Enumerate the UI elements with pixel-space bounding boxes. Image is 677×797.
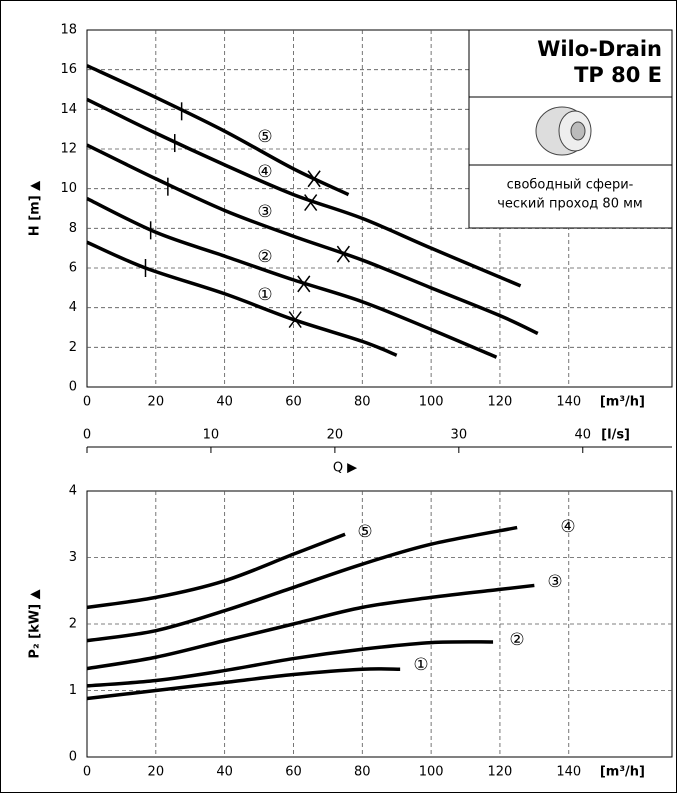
x-tick-label: 40: [216, 395, 233, 410]
operating-max-marker: [336, 245, 350, 263]
x-tick-label: 0: [83, 395, 91, 410]
y-tick-label: 0: [69, 380, 77, 395]
y-tick-label: 3: [69, 550, 77, 565]
x-tick-label: 140: [556, 395, 581, 410]
plots: 0 20 40 60 80 100 120 140024681012141618[m³/h]H…: [28, 23, 673, 780]
x-tick-label: 20: [148, 765, 165, 780]
y-tick-label: 6: [69, 261, 77, 276]
curve-label: ⑤: [257, 127, 272, 147]
operating-max-marker: [297, 275, 311, 293]
x2-tick-label: 0: [83, 428, 91, 443]
curve-label: ①: [257, 285, 272, 305]
x-unit: [m³/h]: [600, 765, 645, 780]
product-title: TP 80 E: [574, 63, 662, 87]
operating-max-marker: [307, 170, 321, 188]
x-tick-label: 20: [148, 395, 165, 410]
x-tick-label: 120: [488, 395, 513, 410]
info-note: ческий проход 80 мм: [497, 197, 642, 212]
y-tick-label: 16: [60, 62, 77, 77]
curve-label: ④: [560, 517, 575, 537]
x-tick-label: 60: [285, 395, 302, 410]
curve-label: ①: [413, 655, 428, 675]
curve: [86, 667, 401, 701]
y-axis-title: H [m] ▲: [28, 181, 43, 236]
curve-label: ⑤: [357, 522, 372, 542]
x-tick-label: 100: [419, 765, 444, 780]
x2-tick-label: 20: [327, 428, 344, 443]
x2-tick-label: 30: [451, 428, 468, 443]
y-tick-label: 18: [60, 23, 77, 38]
x-tick-label: 80: [354, 395, 371, 410]
x-unit: [m³/h]: [600, 395, 645, 410]
x2-unit: [l/s]: [601, 428, 630, 443]
y-tick-label: 0: [69, 750, 77, 765]
curve-label: ④: [257, 162, 272, 182]
impeller-icon: [535, 106, 592, 156]
curve: [86, 143, 539, 336]
operating-max-marker: [288, 311, 302, 329]
info-note: свободный сфери-: [507, 178, 634, 193]
x-tick-label: 0: [83, 765, 91, 780]
y-axis-title: P₂ [kW] ▲: [28, 589, 43, 658]
x-tick-label: 100: [419, 395, 444, 410]
info-box: Wilo-Drain TP 80 E свободный сфери- ческ…: [468, 29, 673, 229]
y-tick-label: 14: [60, 102, 77, 117]
x-tick-label: 140: [556, 765, 581, 780]
curve: [86, 97, 522, 288]
y-tick-label: 12: [60, 142, 77, 157]
curve: [86, 64, 350, 197]
operating-max-marker: [304, 194, 318, 211]
y-tick-label: 2: [69, 617, 77, 632]
curve-label: ②: [257, 247, 272, 267]
x-tick-label: 80: [354, 765, 371, 780]
x-tick-label: 60: [285, 765, 302, 780]
curve-label: ③: [547, 572, 562, 592]
curve-label: ③: [257, 202, 272, 222]
product-title: Wilo-Drain: [537, 37, 662, 61]
curve: [86, 640, 494, 688]
curve: [86, 240, 398, 357]
x-tick-label: 40: [216, 765, 233, 780]
curve: [86, 525, 518, 643]
x-tick-label: 120: [488, 765, 513, 780]
y-tick-label: 4: [69, 300, 77, 315]
y-tick-label: 1: [69, 683, 77, 698]
y-tick-label: 8: [69, 221, 77, 236]
x-axis-title: Q ▶: [333, 461, 357, 476]
curve: [86, 583, 535, 671]
y-tick-label: 10: [60, 181, 77, 196]
x2-tick-label: 10: [203, 428, 220, 443]
y-tick-label: 2: [69, 340, 77, 355]
y-tick-label: 4: [69, 484, 77, 499]
curve: [86, 532, 346, 610]
curve: [86, 197, 498, 359]
x2-tick-label: 40: [574, 428, 591, 443]
curve-label: ②: [509, 630, 524, 650]
